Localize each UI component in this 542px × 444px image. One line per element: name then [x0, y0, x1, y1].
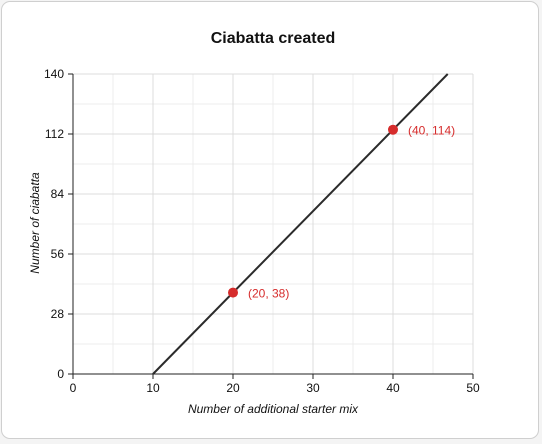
y-tick-label: 112 [45, 127, 64, 141]
series-line [152, 73, 449, 375]
y-tick-label: 140 [44, 67, 64, 81]
data-point [388, 124, 398, 135]
x-tick-label: 10 [146, 381, 160, 395]
y-axis-label: Number of ciabatta [28, 172, 42, 274]
y-tick-label: 84 [51, 187, 65, 201]
x-tick-label: 30 [306, 381, 320, 395]
data-points: (20, 38) (40, 114) [228, 124, 455, 301]
series [152, 73, 449, 375]
data-point-label: (40, 114) [408, 124, 455, 138]
axes [68, 73, 474, 379]
x-tick-label: 20 [226, 381, 240, 395]
x-tick-label: 50 [466, 381, 480, 395]
tick-labels: 0 10 20 30 40 50 0 28 56 84 112 140 [44, 67, 480, 395]
y-tick-label: 0 [57, 367, 64, 381]
data-point-label: (20, 38) [248, 287, 289, 301]
y-tick-label: 56 [51, 247, 65, 261]
chart-card: Ciabatta created 0 10 20 30 40 50 0 28 56 84 112 14… [1, 1, 539, 439]
x-tick-label: 40 [386, 381, 400, 395]
y-tick-label: 28 [51, 307, 65, 321]
data-point [228, 287, 238, 298]
x-axis-label: Number of additional starter mix [188, 402, 359, 416]
chart-title: Ciabatta created [211, 30, 336, 47]
grid [72, 73, 474, 375]
x-tick-label: 0 [70, 381, 77, 395]
